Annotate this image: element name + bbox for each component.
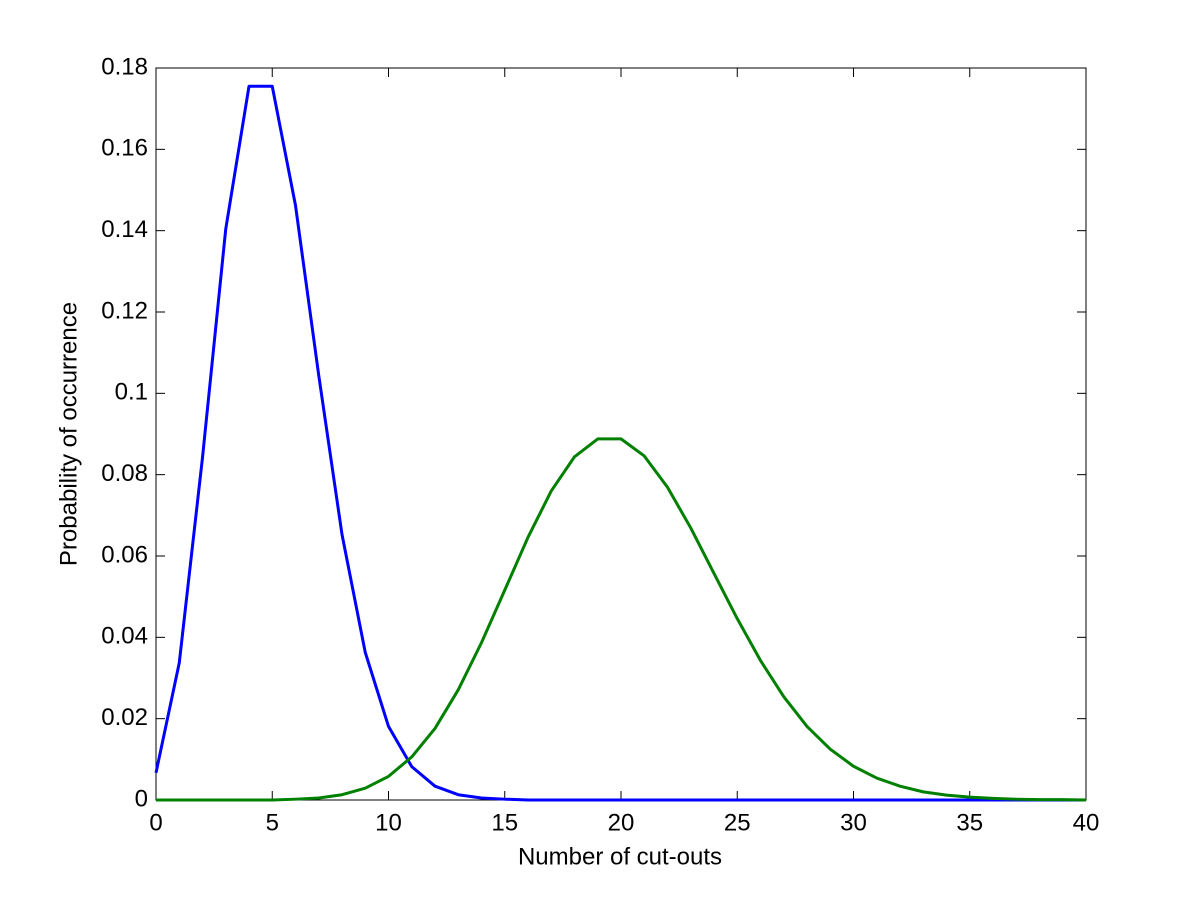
x-tick-label: 10 (375, 809, 402, 836)
y-tick-label: 0.16 (101, 135, 148, 162)
x-tick-label: 35 (956, 809, 983, 836)
y-tick-label: 0.04 (101, 623, 148, 650)
y-tick-label: 0.08 (101, 460, 148, 487)
y-tick-label: 0.18 (101, 53, 148, 80)
y-tick-label: 0.14 (101, 216, 148, 243)
plot-frame (155, 67, 1087, 801)
y-tick-label: 0 (135, 785, 148, 812)
x-tick-label: 30 (840, 809, 867, 836)
x-tick-label: 15 (491, 809, 518, 836)
y-tick-label: 0.06 (101, 541, 148, 568)
x-tick-label: 20 (608, 809, 635, 836)
x-tick-label: 25 (724, 809, 751, 836)
series-line (154, 84, 1086, 802)
x-tick-label: 40 (1073, 809, 1100, 836)
x-tick-label: 0 (149, 809, 162, 836)
x-axis-label: Number of cut-outs (518, 843, 722, 870)
y-axis-label: Probability of occurrence (55, 302, 82, 566)
series-line (156, 437, 1087, 802)
y-tick-label: 0.02 (101, 704, 148, 731)
x-tick-label: 5 (266, 809, 279, 836)
y-tick-label: 0.12 (101, 297, 148, 324)
y-tick-label: 0.1 (115, 379, 148, 406)
